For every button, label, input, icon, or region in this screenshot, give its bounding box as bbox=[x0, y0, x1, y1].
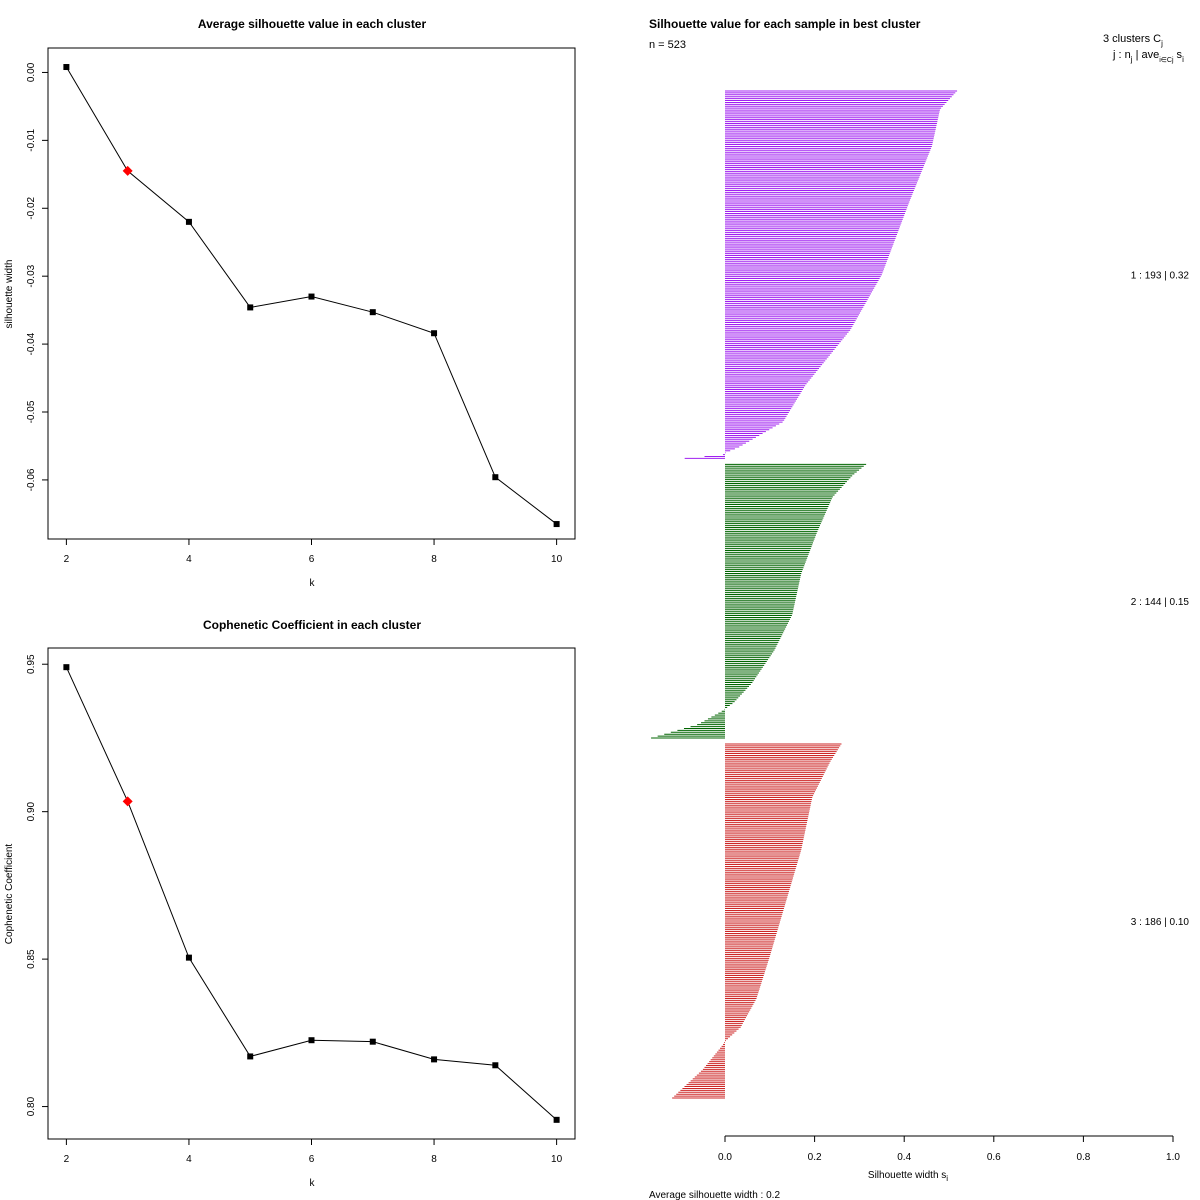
p1-point bbox=[63, 64, 70, 71]
p2-ytick-label: 0.85 bbox=[26, 949, 37, 969]
p2-xtick-label: 4 bbox=[186, 1154, 192, 1165]
p1-xtick-label: 10 bbox=[551, 554, 563, 565]
silhouette-xtick-label: 0.8 bbox=[1076, 1152, 1090, 1163]
p1-best-point bbox=[122, 165, 133, 176]
legend-header-line2-sub2: i∈Cj bbox=[1159, 57, 1174, 64]
p2-point bbox=[247, 1053, 254, 1060]
silhouette-cluster-label-3: 3 : 186 | 0.10 bbox=[1131, 917, 1190, 928]
legend-header-line2-b: | ave bbox=[1133, 49, 1160, 61]
p1-ytick-label: 0.00 bbox=[26, 62, 37, 82]
p2-ytick-label: 0.95 bbox=[26, 654, 37, 674]
legend-header-line2-c: s bbox=[1174, 49, 1183, 61]
p1-ytick-label: -0.01 bbox=[26, 129, 37, 152]
p1-xtick-label: 2 bbox=[64, 554, 70, 565]
silhouette-plot-xlabel: Silhouette width s bbox=[868, 1170, 946, 1181]
silhouette-xtick-label: 0.4 bbox=[897, 1152, 911, 1163]
p1-point bbox=[492, 474, 499, 481]
p1-xtick-label: 4 bbox=[186, 554, 192, 565]
p2-point bbox=[553, 1116, 560, 1123]
p1-ytick-label: -0.06 bbox=[26, 468, 37, 491]
cophenetic-line bbox=[65, 666, 557, 1121]
silhouette-cluster-label-1: 1 : 193 | 0.32 bbox=[1131, 271, 1190, 282]
legend-header-line1: 3 clusters C bbox=[1103, 33, 1161, 45]
cophenetic-title: Cophenetic Coefficient in each cluster bbox=[203, 618, 421, 632]
cophenetic-panel: Cophenetic Coefficient in each cluster k… bbox=[4, 618, 576, 1189]
p1-point bbox=[369, 309, 376, 316]
silhouette-cluster-3 bbox=[672, 743, 842, 1099]
p1-point bbox=[431, 330, 438, 337]
legend-header-line1-sub: j bbox=[1160, 39, 1163, 48]
cophenetic-ylabel: Cophenetic Coefficient bbox=[4, 844, 15, 945]
legend-header-line2-a: j : n bbox=[1112, 49, 1131, 61]
silhouette-cluster-1 bbox=[684, 90, 958, 459]
p2-ytick-label: 0.80 bbox=[26, 1096, 37, 1116]
legend-header-line2-sub3: i bbox=[1182, 55, 1184, 64]
silhouette-average-frame bbox=[47, 47, 576, 540]
silhouette-xtick-label: 1.0 bbox=[1166, 1152, 1180, 1163]
cophenetic-xlabel: k bbox=[310, 1178, 316, 1189]
silhouette-average-xlabel: k bbox=[310, 578, 316, 589]
p1-ytick-label: -0.05 bbox=[26, 400, 37, 423]
silhouette-average-panel: Average silhouette value in each cluster… bbox=[4, 17, 576, 589]
silhouette-plot-footer: Average silhouette width : 0.2 bbox=[649, 1190, 780, 1200]
p2-point bbox=[308, 1037, 315, 1044]
p2-point bbox=[185, 954, 192, 961]
silhouette-cluster-label-2: 2 : 144 | 0.15 bbox=[1131, 597, 1190, 608]
p2-ytick-label: 0.90 bbox=[26, 801, 37, 821]
p1-point bbox=[308, 293, 315, 300]
silhouette-cluster-2 bbox=[651, 463, 867, 739]
svg-text:j : nj | avei∈Cj si: j : nj | avei∈Cj si bbox=[1112, 49, 1184, 64]
silhouette-plot-title: Silhouette value for each sample in best… bbox=[649, 17, 921, 31]
legend-header-line2-sub: j bbox=[1130, 55, 1133, 64]
p1-ytick-label: -0.04 bbox=[26, 332, 37, 355]
p1-point bbox=[247, 304, 254, 311]
silhouette-plot-panel: Silhouette value for each sample in best… bbox=[649, 17, 1189, 1200]
p2-point bbox=[369, 1038, 376, 1045]
p1-point bbox=[553, 521, 560, 528]
silhouette-plot-subtitle: n = 523 bbox=[649, 39, 686, 51]
p1-point bbox=[185, 218, 192, 225]
p1-xtick-label: 8 bbox=[431, 554, 437, 565]
p1-ytick-label: -0.03 bbox=[26, 264, 37, 287]
p1-xtick-label: 6 bbox=[309, 554, 315, 565]
p2-xtick-label: 8 bbox=[431, 1154, 437, 1165]
silhouette-average-title: Average silhouette value in each cluster bbox=[198, 17, 427, 31]
p2-best-point bbox=[122, 796, 133, 807]
silhouette-xtick-label: 0.6 bbox=[987, 1152, 1001, 1163]
p2-xtick-label: 10 bbox=[551, 1154, 563, 1165]
p2-xtick-label: 2 bbox=[64, 1154, 70, 1165]
silhouette-legend-header: 3 clusters Cj j : nj | avei∈Cj si bbox=[1103, 33, 1184, 64]
silhouette-plot-xlabel-sub: i bbox=[946, 1174, 948, 1183]
svg-text:3 clusters Cj: 3 clusters Cj bbox=[1103, 33, 1163, 48]
p2-point bbox=[431, 1056, 438, 1063]
p1-ytick-label: -0.02 bbox=[26, 196, 37, 219]
svg-text:Silhouette width si: Silhouette width si bbox=[868, 1170, 948, 1183]
p2-xtick-label: 6 bbox=[309, 1154, 315, 1165]
p2-point bbox=[63, 664, 70, 671]
silhouette-average-ylabel: silhouette width bbox=[4, 260, 15, 329]
silhouette-xtick-label: 0.2 bbox=[808, 1152, 822, 1163]
p2-point bbox=[492, 1062, 499, 1069]
silhouette-xtick-label: 0.0 bbox=[718, 1152, 732, 1163]
